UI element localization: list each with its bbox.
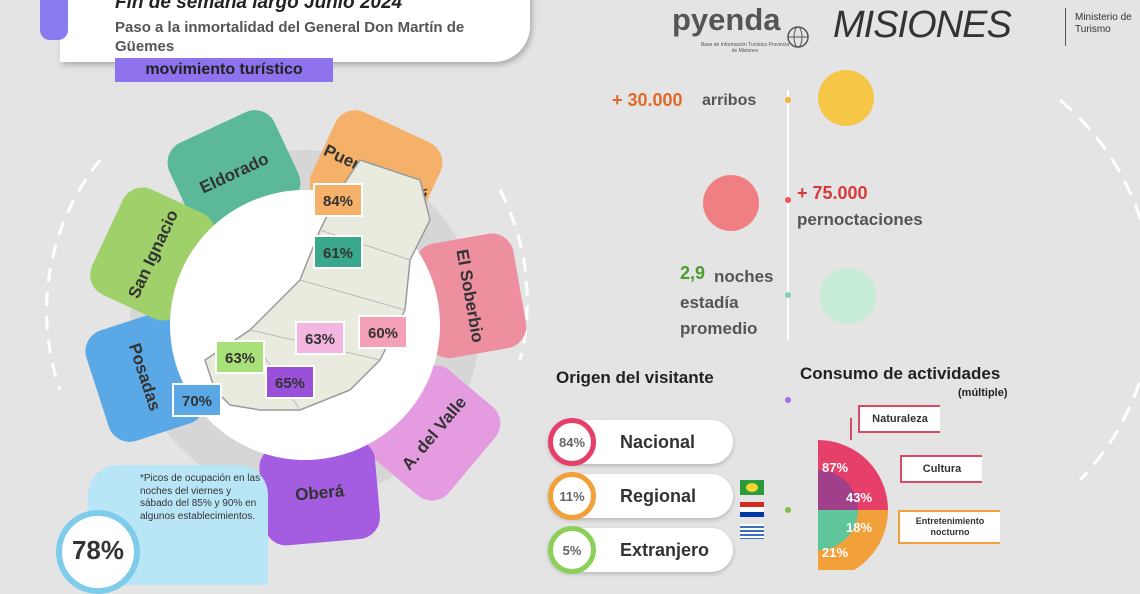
occupancy-value: 63% [225,350,255,367]
stats-arc [785,90,1140,513]
activity-percent: 21% [822,545,849,560]
occupancy-box [172,383,222,417]
activity-label: Entretenimiento nocturno [898,510,1000,544]
origin-percent: 5% [548,526,596,574]
dashed-arc [45,159,102,391]
region-petal: El Soberbio [414,233,527,359]
pie-slice [818,470,858,510]
occupancy-box [313,235,363,269]
dot [785,97,791,103]
activities-pie [818,440,888,570]
infographic: Fin de semana largo Junio 2024 Paso a la… [40,0,1140,594]
occupancy-box [215,340,265,374]
occupancy-value: 70% [182,393,212,410]
stat-value: + 75.000 [797,183,868,203]
globe-icon [787,26,809,48]
activity-label: Cultura [900,455,982,483]
title: Fin de semana largo Junio 2024 [115,0,403,13]
flag-brazil [740,480,764,495]
stat-label: noches estadía promedio [680,267,774,338]
activity-percent: 87% [822,460,849,475]
misiones-logo: MISIONES [833,4,1012,46]
occupancy-box [295,321,345,355]
subtitle: Paso a la inmortalidad del General Don M… [115,19,465,55]
activity-label: Naturaleza [858,405,940,433]
occupancy-value: 60% [368,325,398,342]
page: Fin de semana largo {"header": {"title":… [40,0,1140,594]
stat-value: + 30.000 [612,90,683,110]
icon-stay [820,268,876,324]
occupancy-value: 84% [323,193,353,210]
activities-title: Consumo de actividades [800,364,1001,383]
origin-label: Extranjero [620,540,710,560]
stat-label: pernoctaciones [797,210,923,229]
header-accent [40,0,68,40]
origin-pill: 84% Nacional [548,418,733,466]
origin-percent: 84% [548,418,596,466]
petal-shape [259,439,380,546]
origin-label: Nacional [620,432,696,452]
origin-title: Origen del visitante [556,368,714,387]
occupancy-box [313,183,363,217]
dot [785,397,791,403]
dot [785,197,791,203]
region-petal: Oberá [259,439,380,546]
pie-slice [818,510,858,550]
region-name: Oberá [294,481,345,504]
occupancy-box [265,365,315,399]
pyenda-logo: pyenda [672,2,781,37]
occupancy-value: 63% [305,331,335,348]
origin-pill: 11% Regional [548,472,733,520]
dashed-arc [498,189,529,361]
origin-percent: 11% [548,472,596,520]
origin-label: Regional [620,486,697,506]
map-borders [249,229,411,411]
icon-nights [703,175,759,231]
dot [785,292,791,298]
pyenda-caption: Base de Información Turística Provincia … [700,42,790,54]
occupancy-value: 65% [275,375,305,392]
connector [850,418,852,440]
logo-divider [1065,8,1066,46]
flag-uruguay [740,524,764,539]
activity-percent: 18% [846,520,873,535]
header-box [60,0,530,62]
ministry-logo: Ministerio de Turismo [1075,12,1132,35]
stat-value: 2,9 [680,263,706,283]
activities-note: (múltiple) [958,387,1008,399]
petal-shape [414,233,527,359]
note: *Picos de ocupación en las noches del vi… [140,473,261,522]
dashed-arc [1059,98,1140,482]
activity-percent: 43% [846,490,873,505]
icon-arrivals [818,70,874,126]
occupancy-value: 61% [323,245,353,262]
stat-label: arribos [702,92,757,109]
petal-text-group: Oberá [294,481,345,504]
occupancy-box [358,315,408,349]
flag-paraguay [740,502,764,517]
overall-value: 78% [71,535,125,565]
tag: movimiento turístico [115,58,333,82]
dot [785,507,791,513]
origin-pill: 5% Extranjero [548,526,733,574]
